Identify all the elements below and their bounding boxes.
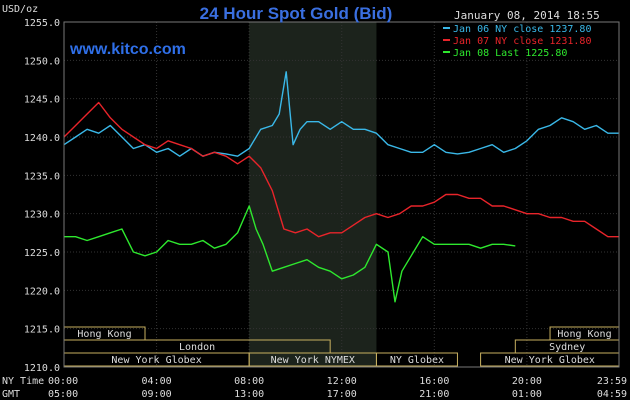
y-tick-label: 1240.0 [24, 133, 60, 144]
legend-entry: Jan 06 NY close 1237.80 [453, 24, 591, 35]
legend-entry: Jan 08 Last 1225.80 [453, 48, 567, 59]
nymex-shaded-region [249, 22, 377, 367]
y-axis-label: USD/oz [2, 4, 38, 15]
session-bars: Hong Kong Hong Kong London Sydney New York G… [63, 326, 620, 367]
x-tick-label-gmt: 09:00 [142, 389, 172, 400]
x-tick-label-gmt: 05:00 [48, 389, 78, 400]
x-tick-label-gmt: 17:00 [327, 389, 357, 400]
session-label: Hong Kong [77, 329, 131, 340]
x-tick-label-ny: 04:00 [142, 376, 172, 387]
y-tick-label: 1235.0 [24, 171, 60, 182]
y-tick-label: 1210.0 [24, 363, 60, 374]
x-tick-label-gmt: 01:00 [512, 389, 542, 400]
watermark-url: www.kitco.com [69, 41, 186, 58]
plot-frame [63, 21, 620, 368]
x-tick-label-ny: 12:00 [327, 376, 357, 387]
series-line-2 [63, 101, 619, 238]
series-lines [63, 71, 619, 303]
series-line-3 [64, 205, 516, 303]
session-label: New York NYMEX [271, 355, 355, 366]
x-tick-label-gmt: 21:00 [419, 389, 449, 400]
y-tick-label: 1215.0 [24, 325, 60, 336]
session-bar [375, 352, 458, 367]
session-label: New York Globex [505, 355, 595, 366]
y-tick-label: 1245.0 [24, 95, 60, 106]
gmt-label: GMT [2, 389, 20, 400]
x-tick-label-ny: 23:59 [597, 376, 627, 387]
series-line-1 [63, 71, 619, 157]
x-tick-label-ny: 08:00 [234, 376, 264, 387]
x-tick-label-ny: 00:00 [48, 376, 78, 387]
session-label: Hong Kong [557, 329, 611, 340]
chart-timestamp: January 08, 2014 18:55 [454, 9, 600, 22]
y-axis-ticks: 1255.0 1250.0 1245.0 1240.0 1235.0 1230.0 1225… [24, 18, 60, 374]
x-tick-label-ny: 16:00 [419, 376, 449, 387]
ny-time-label: NY Time [2, 376, 44, 387]
session-label: New York Globex [111, 355, 201, 366]
session-label: Sydney [549, 342, 585, 353]
x-axis-ticks: 00:00 05:00 04:00 09:00 08:00 13:00 12:00 17:00… [48, 376, 627, 400]
y-tick-label: 1225.0 [24, 248, 60, 259]
y-tick-label: 1255.0 [24, 18, 60, 29]
chart-title: 24 Hour Spot Gold (Bid) [200, 4, 393, 23]
x-tick-label-gmt: 13:00 [234, 389, 264, 400]
y-tick-label: 1230.0 [24, 210, 60, 221]
legend-entry: Jan 07 NY close 1231.80 [453, 36, 591, 47]
y-tick-label: 1250.0 [24, 56, 60, 67]
x-tick-label-gmt: 04:59 [597, 389, 627, 400]
y-tick-label: 1220.0 [24, 286, 60, 297]
x-tick-label-ny: 20:00 [512, 376, 542, 387]
session-label: London [179, 342, 215, 353]
session-label: NY Globex [390, 355, 444, 366]
